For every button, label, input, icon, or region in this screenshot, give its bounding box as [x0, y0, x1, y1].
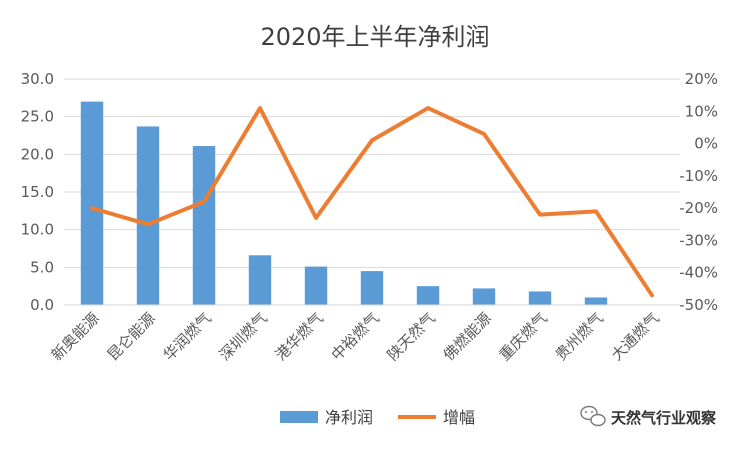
y-right-tick-label: -40% — [679, 264, 718, 282]
y-right-tick-label: -20% — [679, 199, 718, 217]
bar — [80, 101, 104, 305]
y-right-tick-label: 20% — [685, 70, 718, 88]
y-axis-left: 0.0 5.0 10.0 15.0 20.0 25.0 30.0 — [21, 70, 54, 314]
watermark: 天然气行业观察 — [580, 405, 717, 427]
bar — [248, 255, 272, 305]
x-tick-label: 重庆燃气 — [496, 309, 551, 364]
x-tick-label: 昆仑能源 — [104, 309, 159, 364]
x-tick-label: 陕天然气 — [384, 309, 439, 364]
x-tick-label: 港华燃气 — [272, 309, 327, 364]
x-tick-label: 佛燃能源 — [440, 309, 495, 364]
bar — [472, 288, 496, 305]
chart-title: 2020年上半年净利润 — [260, 23, 489, 51]
gridlines — [64, 78, 680, 306]
y-right-tick-label: -10% — [679, 167, 718, 185]
bar-series — [80, 101, 608, 306]
y-right-tick-label: -50% — [679, 296, 718, 314]
legend-swatch-bar — [280, 411, 318, 423]
y-right-tick-label: 10% — [685, 102, 718, 120]
y-left-tick-label: 15.0 — [21, 183, 54, 201]
wechat-icon — [580, 405, 606, 427]
bar — [584, 297, 608, 305]
bar — [528, 291, 552, 305]
legend: 净利润 增幅 — [280, 408, 475, 427]
watermark-text: 天然气行业观察 — [611, 409, 717, 427]
x-tick-label: 新奥能源 — [48, 309, 103, 364]
legend-label-line: 增幅 — [443, 408, 475, 427]
y-left-tick-label: 5.0 — [30, 258, 54, 276]
line-series — [90, 106, 654, 298]
y-axis-right: -50% -40% -30% -20% -10% 0% 10% 20% — [679, 70, 718, 314]
x-axis: 新奥能源 昆仑能源 华润燃气 深圳燃气 港华燃气 中裕燃气 陕天然气 佛燃能源 重庆燃气 贵州燃气… — [48, 304, 680, 364]
x-tick-label: 深圳燃气 — [216, 309, 271, 364]
bar — [192, 146, 216, 305]
y-left-tick-label: 25.0 — [21, 108, 54, 126]
bar — [136, 126, 160, 306]
x-tick-label: 中裕燃气 — [328, 309, 383, 364]
y-left-tick-label: 10.0 — [21, 221, 54, 239]
x-tick-label: 贵州燃气 — [552, 309, 607, 364]
y-right-tick-label: 0% — [694, 135, 718, 153]
x-tick-label: 华润燃气 — [160, 309, 215, 364]
y-left-tick-label: 20.0 — [21, 145, 54, 163]
y-left-tick-label: 30.0 — [21, 70, 54, 88]
bar — [304, 266, 328, 305]
bar — [416, 286, 440, 305]
legend-label-bar: 净利润 — [325, 408, 373, 427]
bar — [360, 271, 384, 305]
y-right-tick-label: -30% — [679, 231, 718, 249]
y-left-tick-label: 0.0 — [30, 296, 54, 314]
x-tick-label: 大通燃气 — [608, 309, 663, 364]
